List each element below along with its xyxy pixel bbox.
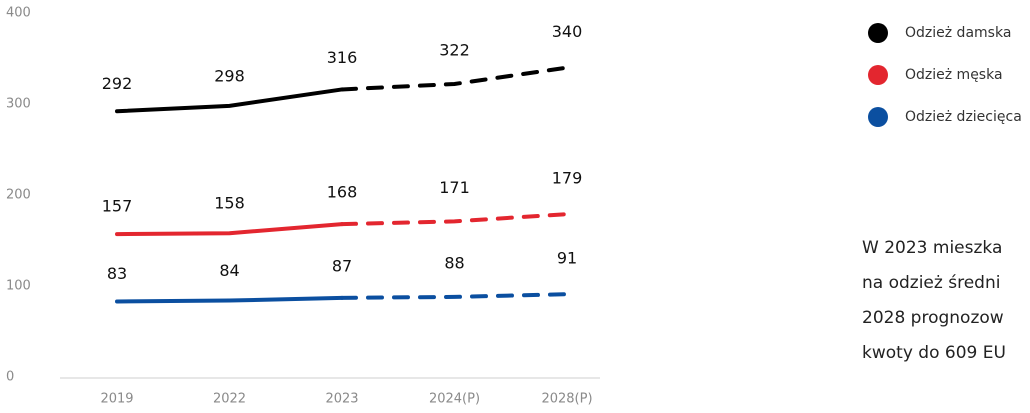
series-line bbox=[115, 222, 344, 237]
data-label: 171 bbox=[439, 178, 470, 197]
forecast-line bbox=[340, 65, 569, 92]
data-label: 340 bbox=[552, 22, 583, 41]
data-label: 168 bbox=[327, 183, 358, 202]
annotation-line: 2028 prognozow bbox=[862, 308, 1004, 328]
forecast-line bbox=[340, 212, 569, 227]
legend-swatch bbox=[868, 65, 888, 85]
data-label: 158 bbox=[214, 194, 245, 213]
data-label: 84 bbox=[219, 261, 239, 280]
data-label: 298 bbox=[214, 66, 245, 85]
annotation-line: W 2023 mieszka bbox=[862, 238, 1002, 258]
forecast-line bbox=[340, 292, 569, 300]
data-label: 292 bbox=[102, 74, 133, 93]
data-label: 322 bbox=[439, 40, 470, 59]
x-tick-label: 2028(P) bbox=[541, 392, 592, 407]
x-tick-label: 2019 bbox=[100, 392, 133, 407]
x-tick-label: 2024(P) bbox=[429, 392, 480, 407]
data-label: 157 bbox=[102, 197, 133, 216]
y-tick-label: 100 bbox=[6, 279, 31, 294]
y-tick-label: 0 bbox=[6, 370, 14, 385]
legend-label: Odzież męska bbox=[905, 67, 1003, 83]
data-label: 87 bbox=[332, 256, 352, 275]
y-tick-label: 200 bbox=[6, 188, 31, 203]
data-label: 88 bbox=[444, 253, 464, 272]
annotation-line: na odzież średni bbox=[862, 273, 1000, 293]
annotation-line: kwoty do 609 EU bbox=[862, 343, 1006, 363]
x-tick-label: 2023 bbox=[325, 392, 358, 407]
data-label: 316 bbox=[327, 48, 358, 67]
data-label: 179 bbox=[552, 169, 583, 188]
series-line bbox=[115, 87, 344, 114]
legend-swatch bbox=[868, 107, 888, 127]
legend-swatch bbox=[868, 23, 888, 43]
x-tick-label: 2022 bbox=[213, 392, 246, 407]
data-label: 91 bbox=[557, 249, 577, 268]
legend-label: Odzież damska bbox=[905, 25, 1011, 41]
y-tick-label: 400 bbox=[6, 6, 31, 21]
data-label: 83 bbox=[107, 264, 127, 283]
series-line bbox=[115, 295, 344, 304]
legend-label: Odzież dziecięca bbox=[905, 109, 1022, 125]
y-tick-label: 300 bbox=[6, 97, 31, 112]
